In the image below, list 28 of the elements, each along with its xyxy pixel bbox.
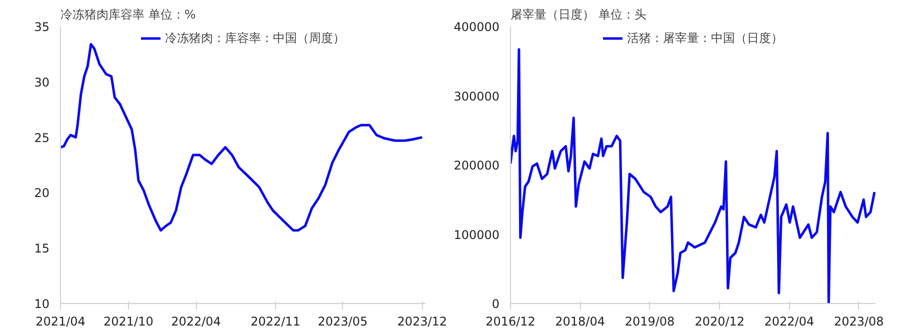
y-tick-label: 10 [34,297,50,311]
legend-label: 冷冻猪肉：库容率：中国（周度） [165,30,345,46]
chart-title: 冷冻猪肉库容率 单位：% [60,8,196,22]
legend-label: 活猪：屠宰量：中国（日度） [627,30,783,46]
x-tick-label: 2023/05 [318,314,368,328]
y-tick-label: 35 [34,20,50,34]
y-tick-label: 300000 [454,89,500,104]
y-tick-label: 200000 [454,158,500,172]
x-tick-label: 2021/10 [104,314,154,328]
x-tick-label: 2023/12 [397,314,448,328]
y-tick-label: 25 [34,130,50,145]
x-tick-label: 2022/04 [171,314,221,328]
x-tick-label: 2022/04 [764,314,814,328]
x-tick-label: 2019/08 [624,314,675,328]
y-tick-label: 400000 [454,20,500,34]
y-tick-label: 20 [34,186,50,200]
x-tick-label: 2023/08 [834,314,884,328]
chart-title: 屠宰量（日度） 单位：头 [510,8,646,22]
x-tick-label: 2022/11 [250,314,300,328]
x-tick-label: 2021/04 [36,314,86,328]
x-tick-label: 2018/04 [555,314,605,328]
x-tick-label: 2016/12 [486,314,536,328]
y-tick-label: 100000 [454,228,500,242]
x-tick-label: 2020/12 [694,314,745,328]
line-series [60,42,424,232]
y-tick-label: 0 [492,297,500,311]
y-tick-label: 30 [34,75,50,90]
y-tick-label: 15 [34,242,50,256]
